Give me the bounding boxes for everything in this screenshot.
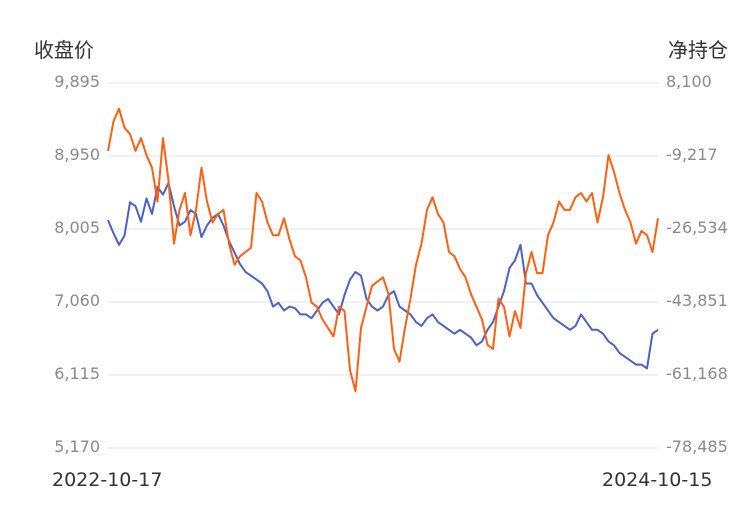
right-axis-tick: -9,217 <box>666 145 718 164</box>
left-axis-tick: 5,170 <box>54 437 100 456</box>
left-axis-tick: 9,895 <box>54 72 100 91</box>
right-axis-tick: -43,851 <box>666 291 728 310</box>
right-axis-tick: 8,100 <box>666 72 712 91</box>
gridlines <box>108 82 658 449</box>
left-axis-tick: 8,005 <box>54 218 100 237</box>
left-axis-tick: 6,115 <box>54 364 100 383</box>
left-axis-tick: 8,950 <box>54 145 100 164</box>
right-axis-tick: -26,534 <box>666 218 728 237</box>
right-axis-title: 净持仓 <box>668 38 728 62</box>
x-axis-start-date: 2022-10-17 <box>52 469 163 491</box>
net-position-line <box>107 107 659 393</box>
right-axis-tick: -61,168 <box>666 364 728 383</box>
right-axis-tick: -78,485 <box>666 437 728 456</box>
close-price-line <box>107 182 659 370</box>
left-axis-title: 收盘价 <box>34 38 94 62</box>
left-axis-tick: 7,060 <box>54 291 100 310</box>
x-axis-end-date: 2024-10-15 <box>602 469 713 491</box>
